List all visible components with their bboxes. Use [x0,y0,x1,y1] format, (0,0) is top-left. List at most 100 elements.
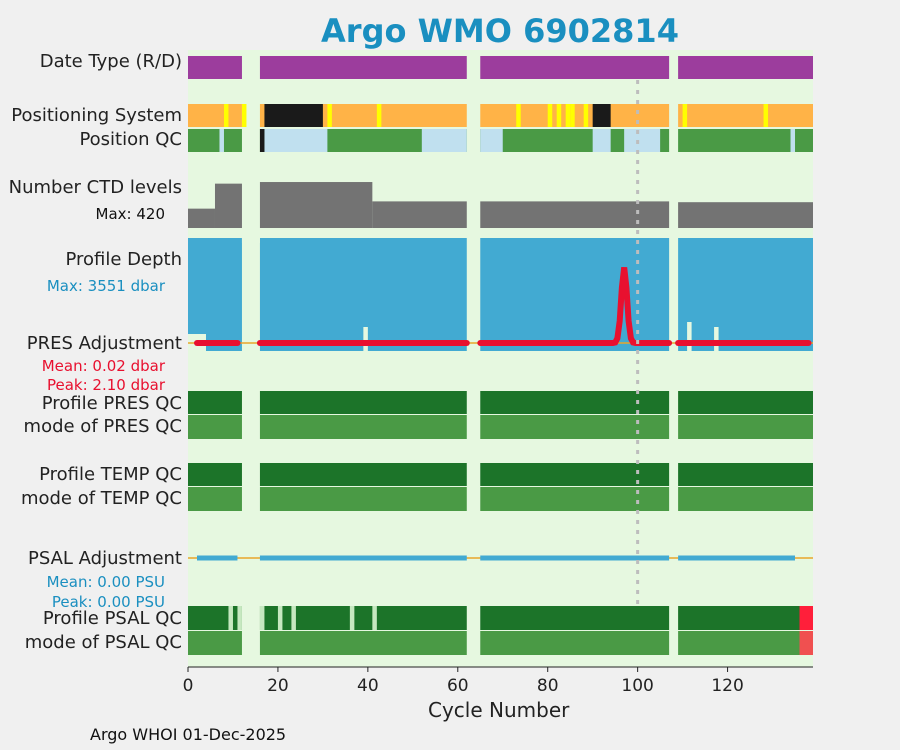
label-mode-temp-qc: mode of TEMP QC [20,488,182,509]
label-depth-max: Max: 3551 dbar [46,277,165,295]
label-ctd-levels: Number CTD levels [8,177,182,198]
x-tick-label: 80 [536,676,559,696]
x-axis-label: Cycle Number [428,698,570,722]
argos-marker [583,104,589,127]
mode-psal-qc-bad [799,631,813,655]
profile-temp-qc-bar [259,463,467,486]
ctd-level-bar [678,202,813,228]
position-qc-light [264,129,328,152]
profile-depth-gap [714,327,719,351]
label-profile-pres-qc: Profile PRES QC [41,393,182,414]
x-tick-label: 40 [357,676,379,696]
ctd-level-bar [214,183,242,228]
mode-temp-qc-bar [480,487,670,511]
chart-title: Argo WMO 6902814 [321,12,679,50]
x-tick-label: 100 [621,676,654,696]
mode-temp-qc-bar [678,487,813,511]
label-pres-mean: Mean: 0.02 dbar [41,357,165,375]
profile-psal-qc-light [228,606,233,630]
argos-marker [763,104,769,127]
ctd-level-bar [480,201,670,228]
date-type-bar [259,56,467,79]
profile-psal-qc-light [237,606,242,630]
label-psal-mean: Mean: 0.00 PSU [46,573,165,591]
position-qc-bar [188,129,242,152]
profile-depth-bar [188,238,242,351]
iridium-bar [264,104,323,127]
profile-depth-bar [480,238,670,351]
x-tick-label: 60 [446,676,469,696]
profile-psal-qc-light [349,606,355,630]
argos-marker [556,104,562,127]
argos-marker [547,104,553,127]
label-mode-pres-qc: mode of PRES QC [23,416,182,437]
profile-temp-qc-bar [678,463,813,486]
ctd-level-bar [259,182,373,228]
position-qc-light [790,129,796,152]
position-qc-light [421,129,467,152]
profile-pres-qc-bar [259,391,467,414]
position-qc-light [624,129,661,152]
profile-psal-qc-bar [188,606,242,630]
mode-psal-qc-bar [678,631,813,655]
argos-marker [570,104,575,127]
mode-temp-qc-bar [188,487,242,511]
position-qc-marker [259,129,265,152]
position-qc-bar [480,129,670,152]
date-type-bar [480,56,670,79]
mode-psal-qc-bar [188,631,242,655]
label-position-qc: Position QC [79,129,182,150]
footer-credit: Argo WHOI 01-Dec-2025 [90,725,287,744]
argos-marker [565,104,571,127]
argos-marker [223,104,229,127]
profile-psal-qc-light [372,606,377,630]
label-positioning: Positioning System [11,105,182,126]
ctd-level-bar [188,208,215,228]
mode-temp-qc-bar [259,487,467,511]
profile-psal-qc-bar [259,606,467,630]
date-type-bar [678,56,813,79]
x-tick-label: 0 [182,676,194,696]
label-date-type: Date Type (R/D) [39,51,182,72]
position-qc-light [480,129,503,152]
mode-pres-qc-bar [259,415,467,439]
iridium-bar [592,104,611,127]
label-profile-depth: Profile Depth [65,249,182,270]
label-psal-peak: Peak: 0.00 PSU [51,593,165,611]
profile-psal-qc-light [259,606,265,630]
profile-depth-gap [241,238,260,243]
date-type-bar [188,56,242,79]
ctd-level-bar [372,201,467,228]
label-pres-adjustment: PRES Adjustment [26,333,182,354]
mode-pres-qc-bar [480,415,670,439]
label-ctd-max: Max: 420 [95,205,165,223]
position-qc-bar [678,129,813,152]
x-tick-label: 20 [267,676,289,696]
profile-temp-qc-bar [188,463,242,486]
profile-psal-qc-light [291,606,296,630]
label-psal-adjustment: PSAL Adjustment [27,548,182,569]
label-profile-temp-qc: Profile TEMP QC [39,464,182,485]
mode-pres-qc-bar [678,415,813,439]
profile-depth-bar [678,238,813,351]
plot-background [188,50,813,667]
profile-psal-qc-light [277,606,283,630]
argos-marker [516,104,521,127]
label-mode-psal-qc: mode of PSAL QC [24,632,182,653]
profile-psal-qc-bar [480,606,670,630]
mode-pres-qc-bar [188,415,242,439]
profile-pres-qc-bar [678,391,813,414]
profile-pres-qc-bar [480,391,670,414]
mode-psal-qc-bar [259,631,467,655]
label-pres-peak: Peak: 2.10 dbar [46,376,165,394]
profile-temp-qc-bar [480,463,670,486]
argos-marker [241,104,247,127]
profile-psal-qc-bad [799,606,813,630]
gps-bar [188,104,242,127]
argos-marker [376,104,382,127]
profile-depth-gap [363,327,368,351]
argos-marker [682,104,688,127]
profile-psal-qc-bar [678,606,813,630]
mode-psal-qc-bar [480,631,670,655]
